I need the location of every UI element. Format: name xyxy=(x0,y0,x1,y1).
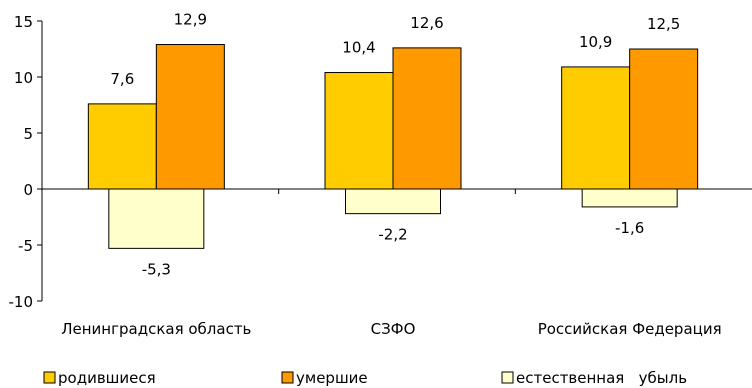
y-tick-label: 0 xyxy=(23,181,33,199)
data-label: -2,2 xyxy=(378,226,407,244)
data-label: 12,9 xyxy=(174,11,207,29)
bar-deaths xyxy=(392,47,462,190)
y-tick-label: -10 xyxy=(9,293,34,311)
y-tick-label: 10 xyxy=(14,69,33,87)
bar-deaths xyxy=(629,48,699,190)
bar-births xyxy=(324,72,394,190)
y-tick-label: -5 xyxy=(18,237,33,255)
legend: родившиеся умершие естественная убыль xyxy=(43,369,687,387)
data-label: 10,4 xyxy=(342,39,375,57)
legend-swatch xyxy=(281,371,294,384)
y-tick-label: 5 xyxy=(23,125,33,143)
bar-natural-decline xyxy=(108,188,205,249)
bars xyxy=(87,44,699,249)
data-label: 12,5 xyxy=(647,15,680,33)
legend-label: естественная убыль xyxy=(516,369,687,387)
data-label: 12,6 xyxy=(410,14,443,32)
bar-births xyxy=(561,66,631,190)
category-label: Российская Федерация xyxy=(538,320,722,338)
data-labels: 7,6 12,9 -5,3 10,4 12,6 -2,2 10,9 12,5 -1,6 xyxy=(110,11,680,279)
bar-natural-decline xyxy=(345,188,441,215)
legend-swatch xyxy=(501,371,514,384)
data-label: 10,9 xyxy=(579,33,612,51)
category-labels: Ленинградская область СЗФО Российская Феде… xyxy=(61,320,721,338)
category-label: СЗФО xyxy=(371,320,416,338)
data-label: -5,3 xyxy=(142,260,171,278)
data-label: 7,6 xyxy=(110,70,134,88)
legend-label: родившиеся xyxy=(58,369,156,387)
category-label: Ленинградская область xyxy=(61,320,251,338)
legend-label: умершие xyxy=(296,369,368,387)
y-tick-label: 15 xyxy=(14,13,33,31)
legend-swatch xyxy=(43,371,56,384)
bar-natural-decline xyxy=(581,188,678,208)
bar-deaths xyxy=(155,44,225,190)
data-label: -1,6 xyxy=(615,219,644,237)
bar-births xyxy=(87,103,157,190)
